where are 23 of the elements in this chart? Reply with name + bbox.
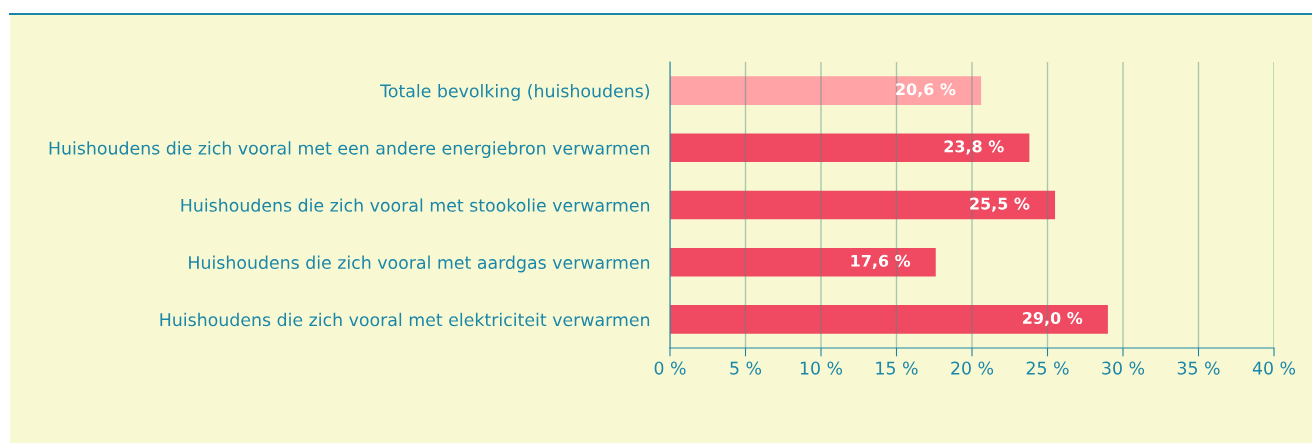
x-tick-label: 20 % xyxy=(951,361,994,375)
data-label: 17,6 % xyxy=(851,254,911,269)
y-tick-label: Huishoudens die zich vooral met een andere energiebron verwarmen xyxy=(49,141,650,159)
y-tick-label: Huishoudens die zich vooral met elektriciteit verwarmen xyxy=(160,312,650,327)
x-tick-label: 35 % xyxy=(1177,361,1220,375)
data-label: 29,0 % xyxy=(1023,311,1083,327)
x-tick-label: 0 % xyxy=(654,361,686,375)
y-tick-label: Huishoudens die zich vooral met stookolie verwarmen xyxy=(181,198,650,212)
bar xyxy=(670,133,1030,163)
x-tick-label: 10 % xyxy=(800,361,843,375)
y-tick-label: Totale bevolking (huishoudens) xyxy=(380,84,650,101)
bar xyxy=(670,76,982,105)
y-tick-label: Huishoudens die zich vooral met aardgas verwarmen xyxy=(189,255,650,273)
data-label: 25,5 % xyxy=(970,197,1030,212)
bar xyxy=(670,190,1056,220)
x-tick-label: 5 % xyxy=(730,361,762,375)
x-tick-label: 15 % xyxy=(876,361,918,375)
x-tick-label: 40 % xyxy=(1252,361,1296,375)
x-tick-label: 30 % xyxy=(1102,361,1145,375)
bar xyxy=(670,305,1108,334)
data-label: 23,8 % xyxy=(944,140,1004,155)
x-tick-label: 25 % xyxy=(1026,361,1069,375)
bar xyxy=(670,247,936,277)
